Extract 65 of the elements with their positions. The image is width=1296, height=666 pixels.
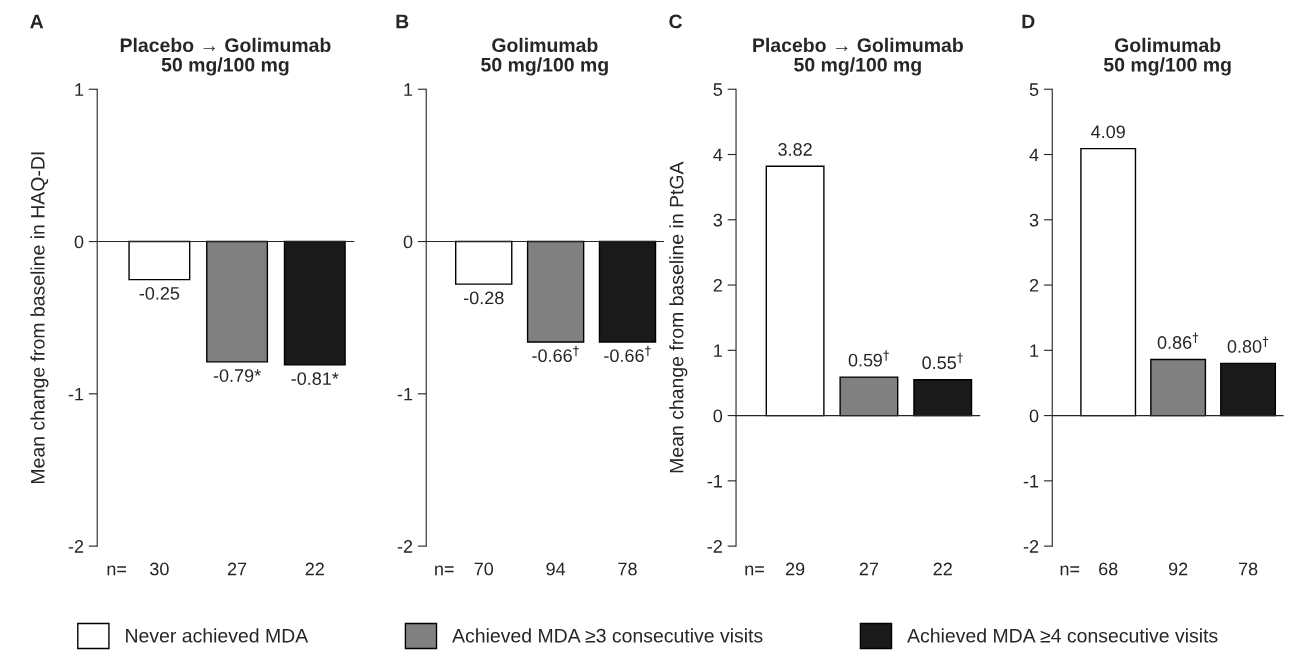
- x-tick-label: 94: [546, 562, 566, 576]
- x-tick-label: 78: [1238, 562, 1258, 576]
- y-axis-title: Mean change from baseline in HAQ-DI: [30, 152, 49, 484]
- y-tick-label: 4: [713, 148, 723, 162]
- x-tick-label: 27: [227, 562, 247, 576]
- chart-title: C: [669, 14, 683, 29]
- x-tick-label: 27: [859, 562, 879, 576]
- y-tick-label: 0: [403, 235, 413, 249]
- y-tick-label: 1: [714, 344, 722, 357]
- data-label: -0.79*: [213, 369, 261, 382]
- y-tick-label: 3: [1029, 213, 1039, 227]
- y-tick-label: 3: [713, 213, 723, 227]
- data-label: 0.80$^{†}$: [1227, 336, 1269, 353]
- data-label: -0.28: [463, 291, 504, 305]
- y-tick-label: -2: [397, 540, 413, 553]
- text: n=: [745, 565, 764, 576]
- x-tick-label: 30: [150, 562, 169, 576]
- data-label: 4.09: [1091, 125, 1125, 139]
- y-tick-label: -1: [397, 387, 413, 401]
- x-tick-label: 22: [305, 562, 324, 576]
- y-tick-label: 1: [404, 83, 413, 96]
- y-tick-label: -1: [68, 387, 84, 401]
- data-label: -0.81*: [291, 372, 339, 386]
- y-tick-label: 0: [74, 235, 84, 249]
- y-tick-label: -1: [707, 474, 722, 488]
- y-tick-label: 5: [713, 83, 723, 96]
- y-tick-label: 2: [713, 278, 722, 292]
- y-tick-label: 1: [75, 83, 84, 96]
- chart-subtitle: Golimumab 50 mg/100 mg: [1103, 37, 1231, 76]
- chart-title: B: [396, 14, 409, 29]
- chart-title: A: [30, 14, 44, 29]
- x-tick-label: 70: [474, 562, 494, 576]
- data-label: 0.59$^{†}$: [848, 350, 889, 367]
- y-tick-label: 0: [1029, 409, 1039, 423]
- y-tick-label: 2: [1029, 278, 1039, 292]
- x-tick-label: 22: [933, 562, 952, 576]
- y-tick-label: -1: [1023, 474, 1039, 488]
- text: n=: [1060, 565, 1080, 576]
- y-axis-title: Mean change from baseline in PtGA: [669, 161, 688, 473]
- y-tick-label: -2: [1023, 540, 1039, 553]
- chart-subtitle: Golimumab 50 mg/100 mg: [481, 37, 608, 76]
- y-tick-label: -2: [707, 540, 722, 553]
- data-label: 0.55$^{†}$: [922, 352, 963, 370]
- y-tick-label: 0: [713, 409, 723, 423]
- x-tick-label: 68: [1099, 562, 1118, 576]
- y-tick-label: 4: [1029, 148, 1039, 162]
- chart-title: D: [1022, 14, 1035, 29]
- data-label: 0.86$^{†}$: [1157, 332, 1199, 349]
- legend-label: Achieved MDA ≥4 consecutive visits: [907, 628, 1218, 643]
- data-label: -0.66$^{†}$: [532, 345, 579, 363]
- data-label: -0.25: [139, 286, 180, 300]
- chart-subtitle: Placebo → Golimumab 50 mg/100 mg: [753, 37, 963, 76]
- text: n=: [107, 565, 127, 576]
- x-tick-label: 92: [1168, 562, 1188, 576]
- data-label: 3.82: [778, 143, 812, 156]
- x-tick-label: 29: [785, 562, 805, 576]
- y-tick-label: 1: [1030, 344, 1039, 357]
- y-tick-label: 5: [1029, 83, 1039, 96]
- data-label: -0.66$^{†}$: [604, 345, 651, 363]
- x-tick-label: 78: [618, 562, 637, 576]
- y-tick-label: -2: [68, 540, 84, 553]
- legend-label: Achieved MDA ≥3 consecutive visits: [452, 628, 763, 643]
- text: n=: [435, 565, 454, 576]
- legend-label: Never achieved MDA: [126, 628, 309, 643]
- chart-subtitle: Placebo → Golimumab 50 mg/100 mg: [120, 37, 331, 76]
